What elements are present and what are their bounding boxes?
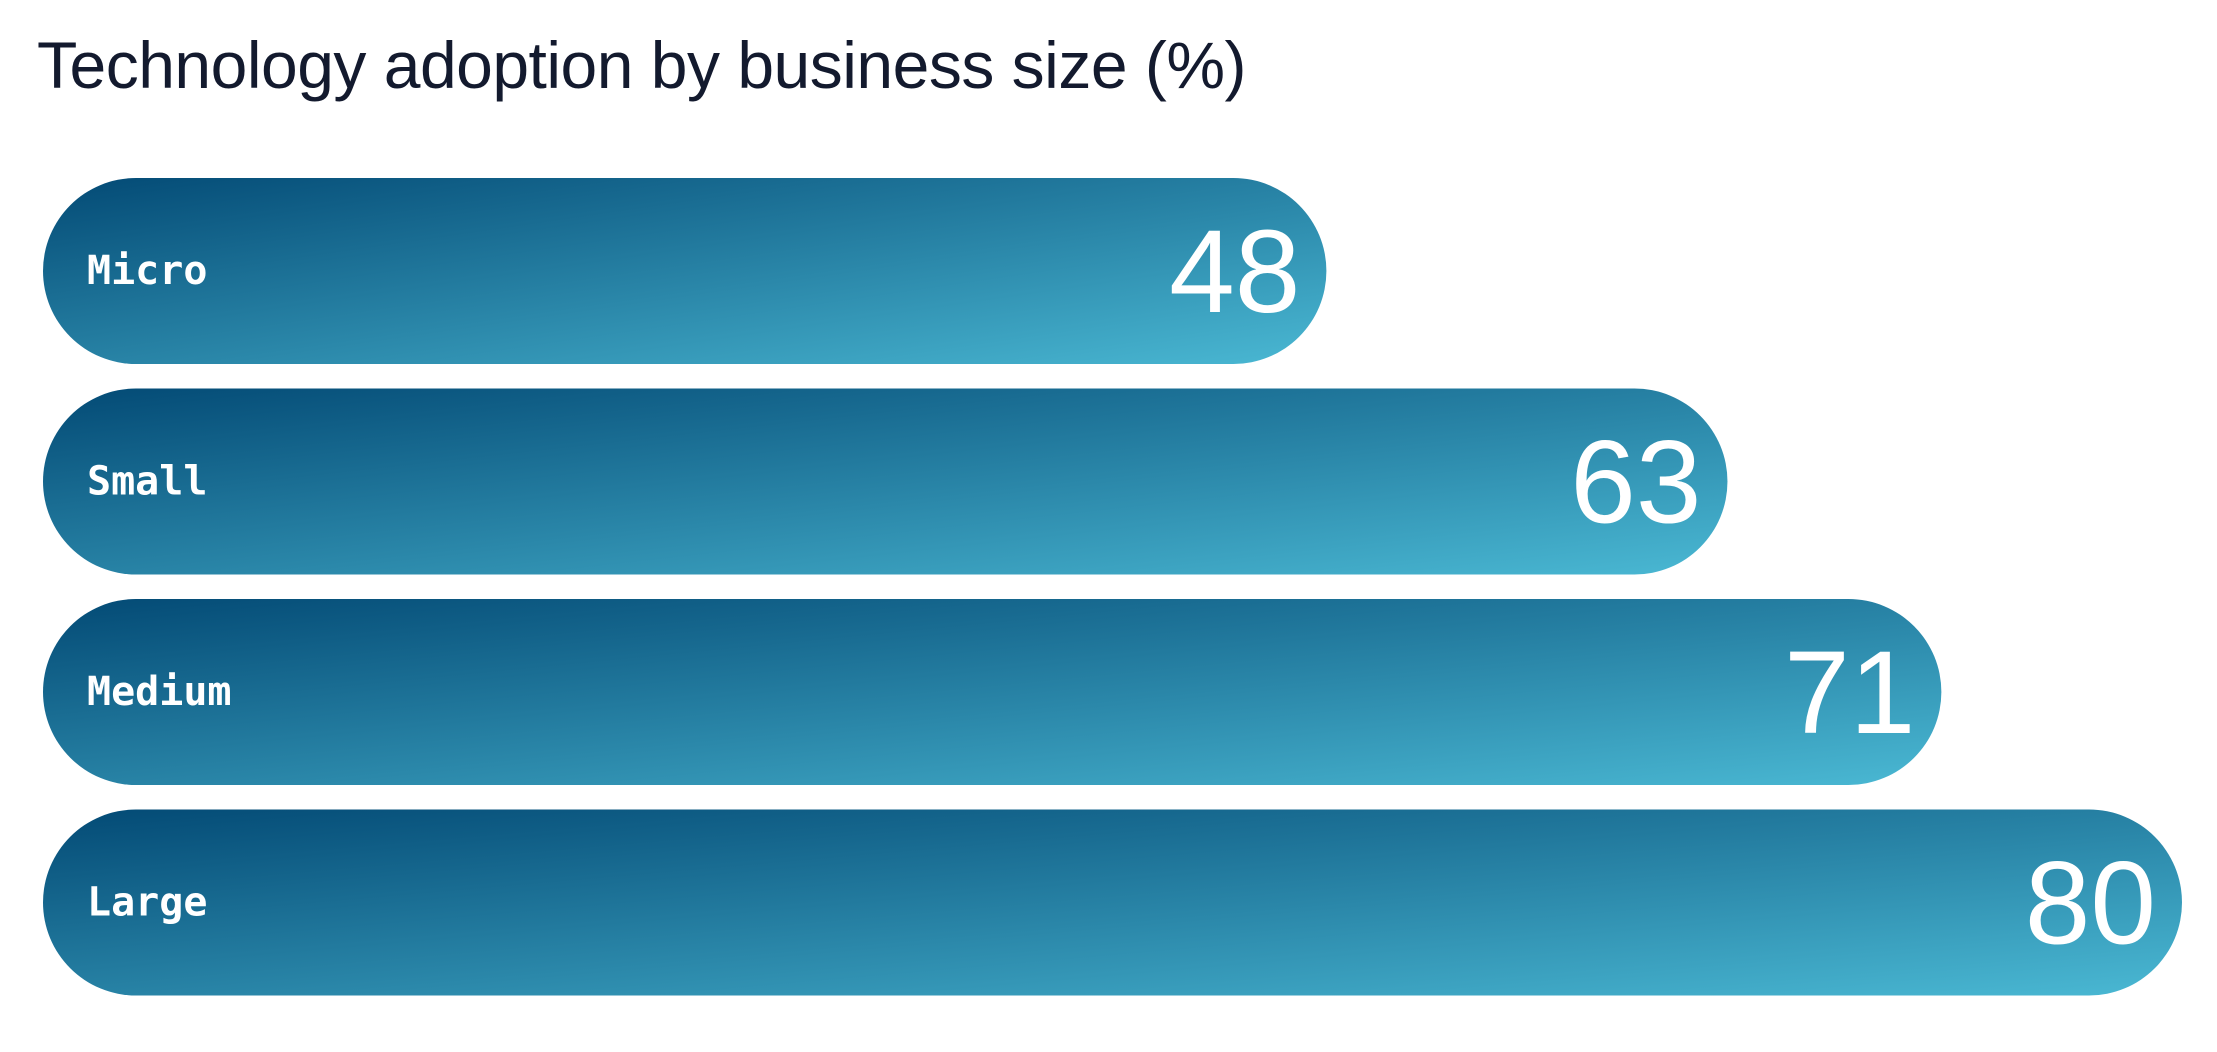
bar-group-large: Large 80 <box>43 809 2182 996</box>
bar-group-medium: Medium 71 <box>43 599 1942 785</box>
bar-value-label: 48 <box>1169 206 1300 338</box>
bar-category-label: Micro <box>87 248 207 294</box>
bar-value-label: 63 <box>1570 417 1701 549</box>
bar-category-label: Medium <box>87 669 232 715</box>
bar-category-label: Large <box>87 880 207 926</box>
bar-small <box>43 388 1728 575</box>
bar-value-label: 71 <box>1784 627 1915 759</box>
bar-medium <box>43 599 1942 785</box>
bar-group-small: Small 63 <box>43 388 1728 575</box>
bar-micro <box>43 178 1327 364</box>
bar-category-label: Small <box>87 459 207 505</box>
bars-layer: Micro 48 Small 63 Medium 71 Large 80 <box>43 178 2182 996</box>
bar-value-label: 80 <box>2025 838 2156 970</box>
chart-title: Technology adoption by business size (%) <box>37 28 1247 102</box>
bar-large <box>43 809 2182 996</box>
bar-group-micro: Micro 48 <box>43 178 1327 364</box>
